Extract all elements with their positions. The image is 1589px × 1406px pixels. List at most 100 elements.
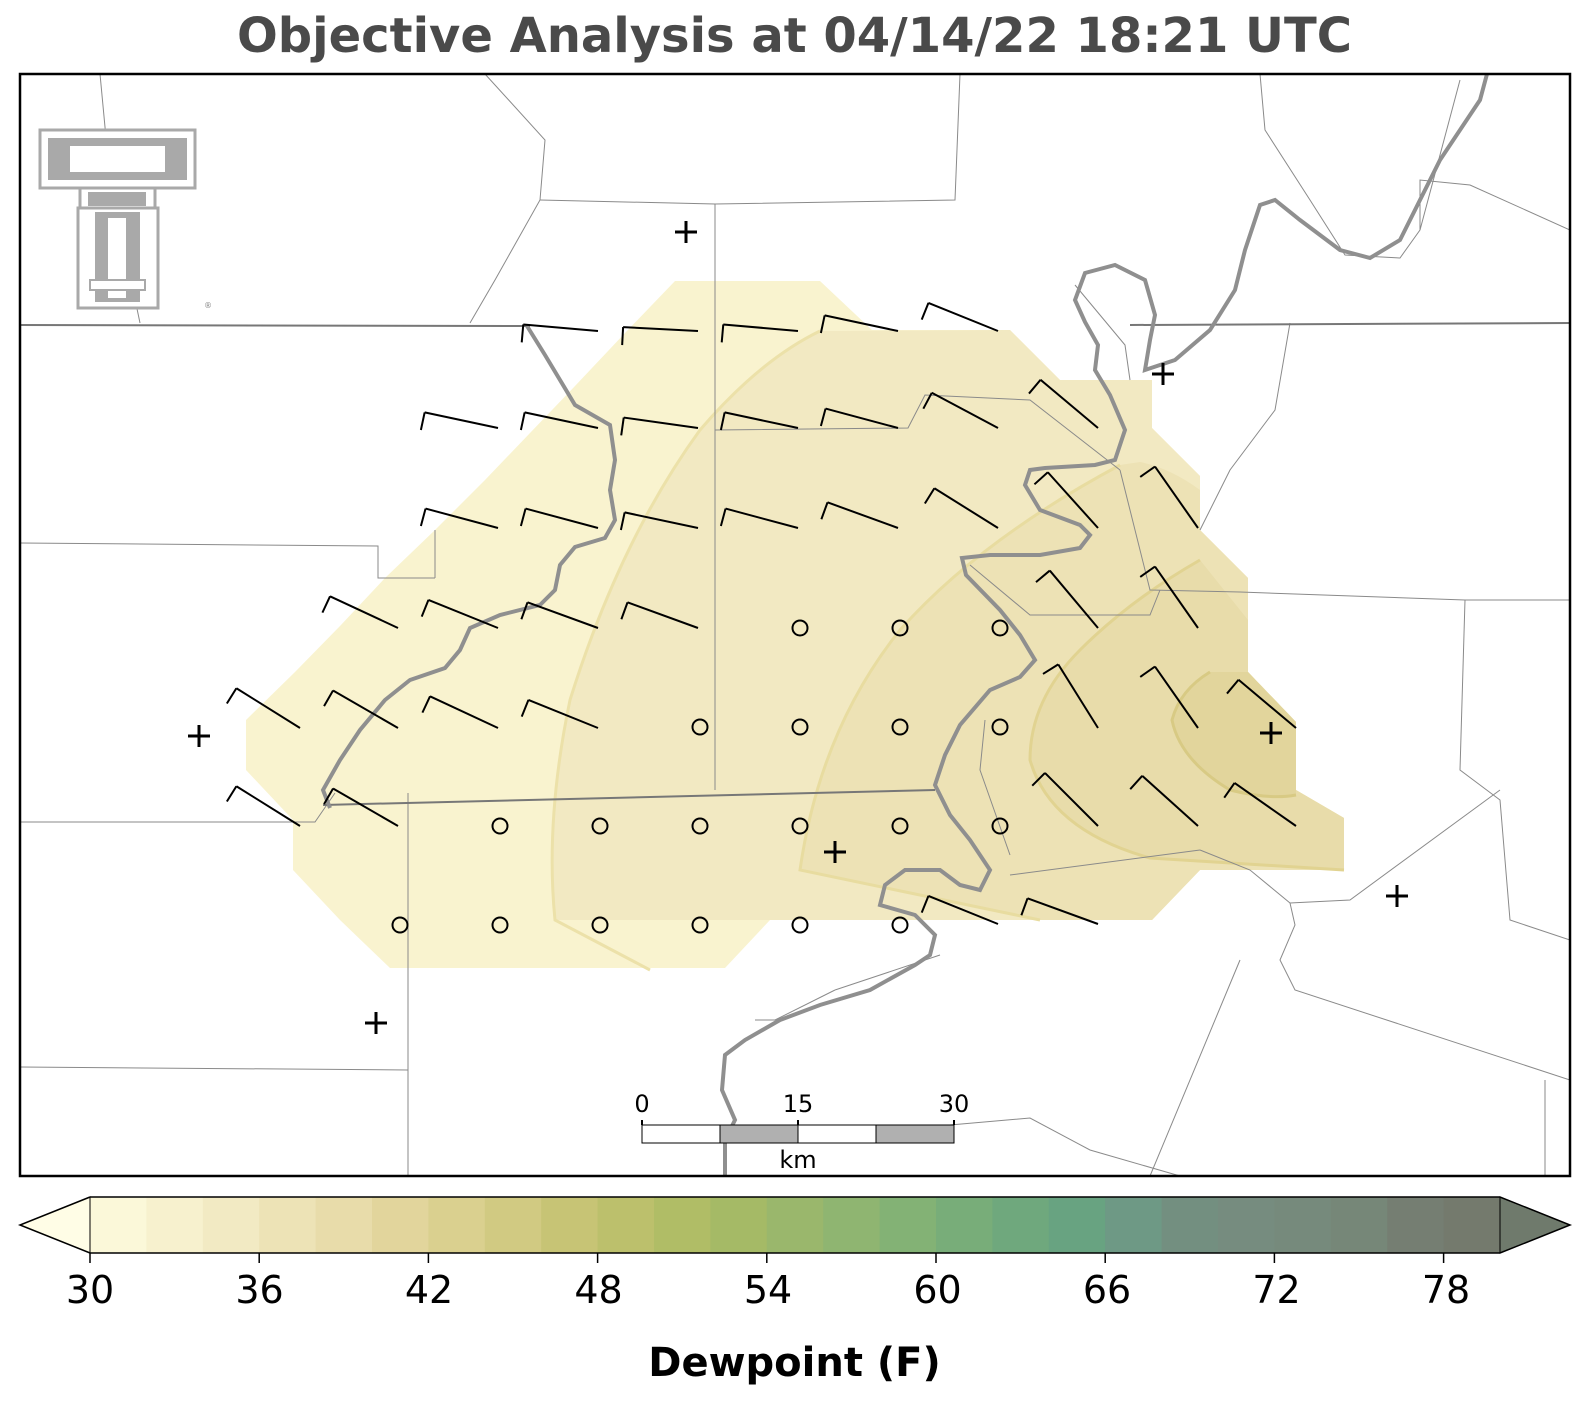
wind-barb-feather	[1223, 782, 1236, 799]
calm-marker	[591, 817, 609, 835]
station-plus-marker	[1386, 885, 1408, 907]
wind-barb	[624, 511, 699, 529]
wind-barb-feather	[519, 508, 527, 527]
scale-label-30: 30	[938, 1090, 970, 1118]
colorbar-segment	[597, 1197, 655, 1253]
colorbar-segment	[1105, 1197, 1163, 1253]
wind-barb-feather	[1031, 772, 1046, 787]
wind-barb	[1154, 665, 1199, 729]
colorbar-segment	[1387, 1197, 1445, 1253]
station-plus-marker	[1260, 722, 1282, 744]
wind-barb	[525, 507, 599, 529]
scale-label-0: 0	[634, 1090, 650, 1118]
wind-barb	[623, 416, 699, 429]
wind-barb	[724, 411, 799, 429]
wind-barb-feather	[1226, 679, 1240, 695]
wind-barb-feather	[719, 508, 727, 527]
wind-barb	[1047, 471, 1099, 529]
wind-barb	[1237, 679, 1297, 729]
wind-barb-feather	[323, 787, 334, 805]
colorbar-segment	[992, 1197, 1050, 1253]
wind-barb	[1039, 379, 1099, 429]
river-west	[320, 324, 618, 809]
colorbar-segment	[710, 1197, 768, 1253]
colorbar-segment	[1218, 1197, 1275, 1253]
wind-barb	[429, 695, 499, 729]
wind-barb-feather	[1033, 471, 1049, 486]
wind-barb	[332, 787, 399, 827]
wind-barb-feather	[520, 324, 525, 343]
contour-40	[1170, 670, 1297, 799]
wind-barb	[329, 595, 399, 629]
station-plus-marker	[675, 221, 697, 243]
texas-tech-logo-icon: ®	[38, 128, 212, 310]
colorbar-segment	[1443, 1197, 1501, 1253]
wind-barb	[627, 601, 699, 629]
calm-marker	[491, 916, 509, 934]
colorbar-tick-label: 42	[404, 1268, 454, 1312]
wind-barb	[523, 323, 599, 332]
wind-barb-feather	[621, 327, 625, 346]
wind-barb	[928, 894, 999, 925]
map-content: ®	[20, 74, 1570, 1176]
calm-marker	[891, 817, 909, 835]
wind-barb	[235, 785, 301, 827]
wind-barb-feather	[819, 408, 827, 427]
wind-barb-feather	[519, 412, 526, 431]
calm-marker	[791, 619, 809, 637]
wind-barb-feather	[520, 602, 529, 620]
wind-barb	[1057, 663, 1099, 729]
map-frame	[18, 72, 1572, 1178]
wind-barb	[723, 323, 799, 332]
county-lines	[20, 74, 1570, 1176]
calm-marker	[791, 718, 809, 736]
contour-34	[550, 329, 821, 972]
wind-barb-feather	[1129, 775, 1144, 790]
river	[719, 74, 1489, 1176]
calm-marker	[991, 619, 1009, 637]
wind-barb	[827, 501, 899, 529]
colorbar-segment	[202, 1197, 260, 1253]
wind-barb-feather	[1028, 379, 1042, 395]
colorbar-tick-label: 60	[913, 1268, 962, 1312]
state-lines	[20, 322, 1570, 806]
wind-barb-feather	[619, 512, 626, 531]
colorbar-segment	[823, 1197, 881, 1253]
wind-barb	[235, 687, 301, 729]
wind-barb-feather	[226, 687, 238, 705]
colorbar-segment	[541, 1197, 599, 1253]
wind-barb	[1141, 775, 1199, 827]
wind-barbs	[226, 301, 1297, 925]
wind-barb	[928, 301, 999, 332]
calm-marker	[891, 619, 909, 637]
wind-barb-feather	[920, 302, 930, 320]
scale-bar	[641, 1120, 955, 1144]
wind-barb-feather	[720, 324, 725, 343]
wind-barb-feather	[1020, 898, 1029, 916]
colorbar-tick-label: 72	[1252, 1268, 1301, 1312]
calm-marker	[491, 817, 509, 835]
calm-marker	[891, 718, 909, 736]
wind-barb-feather	[1139, 465, 1156, 478]
contour-36	[798, 463, 1121, 922]
calm-marker	[891, 916, 909, 934]
wind-barb-feather	[620, 417, 625, 436]
station-plus-marker	[824, 841, 846, 863]
wind-barb-feather	[719, 412, 726, 431]
calm-marker	[691, 916, 709, 934]
colorbar-segment	[484, 1197, 542, 1253]
colorbar-segment	[654, 1197, 711, 1253]
wind-barb-feather	[419, 412, 426, 431]
scale-label-15: 15	[782, 1090, 814, 1118]
wind-barb-feather	[1139, 665, 1156, 678]
colorbar-tick-label: 54	[743, 1268, 793, 1312]
wind-barb-feather	[920, 895, 930, 913]
calm-marker	[591, 916, 609, 934]
wind-barb	[1044, 772, 1099, 827]
wind-barb	[1049, 569, 1099, 629]
wind-barb-feather	[420, 599, 430, 617]
calm-marker	[791, 916, 809, 934]
wind-barb	[528, 698, 599, 729]
colorbar-segment	[372, 1197, 429, 1253]
